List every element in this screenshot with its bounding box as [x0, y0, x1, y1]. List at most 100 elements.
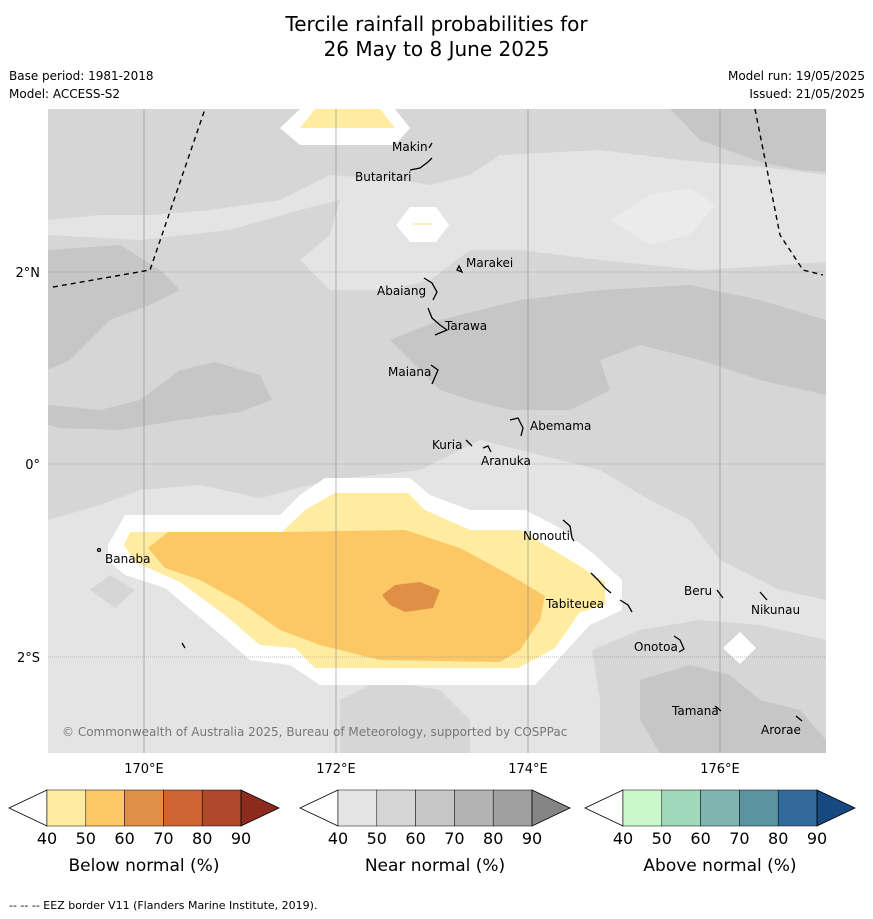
below-normal-40-region-north: [300, 109, 395, 128]
colorbar-2: 40 50 60 70 80 90 Above normal (%): [584, 789, 856, 876]
colorbar-tick-label: 50: [652, 829, 672, 848]
near-normal-60-region-top: [670, 109, 826, 172]
colorbar-segment: [124, 789, 164, 827]
island-label-nonouti: Nonouti: [523, 529, 570, 543]
island-label-banaba: Banaba: [105, 552, 151, 566]
colorbar-max-extension: [531, 789, 571, 827]
colorbar-tick-label: 40: [328, 829, 348, 848]
colorbar-tick-label: 90: [522, 829, 542, 848]
title-line-1: Tercile rainfall probabilities for: [285, 12, 588, 36]
colorbar-1: 40 50 60 70 80 90 Near normal (%): [299, 789, 571, 876]
colorbar-segment: [376, 789, 416, 827]
lon-tick-174: 174°E: [508, 762, 548, 777]
map-panel: Makin Butaritari Marakei Abaiang Tarawa …: [48, 109, 826, 753]
near-normal-60-region-se: [640, 665, 826, 753]
axis-tick-labels: 170°E 172°E 174°E 176°E 2°N 0° 2°S: [16, 266, 740, 777]
colorbar-segment: [777, 789, 818, 827]
model-run: Model run: 19/05/2025: [727, 69, 865, 83]
eez-border: [52, 109, 824, 288]
colorbar-legends: 40 50 60 70 80 90 Below normal (%) 40 50 60 70 80 90…: [8, 789, 856, 876]
island-label-abaiang: Abaiang: [377, 284, 426, 298]
colorbar-title: Above normal (%): [643, 856, 796, 876]
island-label-makin: Makin: [392, 140, 428, 154]
lat-tick-2s: 2°S: [17, 651, 40, 666]
island-label-butaritari: Butaritari: [355, 170, 412, 184]
colorbar-tick-label: 70: [153, 829, 173, 848]
colorbar-segment: [337, 789, 378, 827]
colorbar-segment: [700, 789, 740, 827]
meta-right: Model run: 19/05/2025 Issued: 21/05/2025: [728, 67, 865, 103]
colorbar-tick-label: 60: [114, 829, 134, 848]
colorbar-segment: [622, 789, 663, 827]
island-label-arorae: Arorae: [761, 723, 801, 737]
colorbar-segment: [739, 789, 779, 827]
colorbar-tick-label: 40: [37, 829, 57, 848]
colorbar-tick-label: 60: [405, 829, 425, 848]
island-labels: Makin Butaritari Marakei Abaiang Tarawa …: [105, 140, 801, 737]
colorbar-segment: [492, 789, 533, 827]
base-period: Base period: 1981-2018: [9, 69, 154, 83]
colorbar-segment: [454, 789, 494, 827]
island-label-tabiteuea: Tabiteuea: [545, 597, 604, 611]
near-normal-60-region-mid: [48, 362, 272, 430]
colorbar-min-extension: [584, 789, 624, 827]
issued-date: Issued: 21/05/2025: [749, 87, 865, 101]
near-normal-50-patch: [90, 575, 135, 608]
colorbar-max-extension: [240, 789, 280, 827]
climatology-zone-patch: [723, 632, 756, 664]
title-line-2: 26 May to 8 June 2025: [323, 37, 550, 61]
meta-left: Base period: 1981-2018 Model: ACCESS-S2: [9, 67, 154, 103]
near-normal-50-region: [48, 109, 826, 220]
island-label-tamana: Tamana: [671, 704, 719, 718]
colorbar-tick-label: 80: [483, 829, 503, 848]
island-label-maiana: Maiana: [388, 365, 431, 379]
island-label-nikunau: Nikunau: [751, 603, 800, 617]
colorbar-segment: [85, 789, 125, 827]
colorbar-segment: [163, 789, 203, 827]
near-normal-60-region-band: [390, 285, 826, 410]
colorbar-segment: [201, 789, 242, 827]
colorbar-segment: [661, 789, 701, 827]
colorbar-tick-label: 60: [690, 829, 710, 848]
island-label-abemama: Abemama: [530, 419, 591, 433]
map-title: Tercile rainfall probabilities for 26 Ma…: [0, 12, 873, 62]
island-label-onotoa: Onotoa: [634, 640, 678, 654]
island-label-marakei: Marakei: [466, 256, 513, 270]
colorbar-tick-label: 50: [76, 829, 96, 848]
colorbar-max-extension: [816, 789, 856, 827]
colorbar-min-extension: [8, 789, 48, 827]
colorbar-title: Below normal (%): [69, 856, 220, 876]
lon-tick-176: 176°E: [700, 762, 740, 777]
below-normal-50-region: [148, 530, 545, 662]
model-name: Model: ACCESS-S2: [9, 87, 121, 101]
colorbar-tick-label: 40: [613, 829, 633, 848]
eez-footnote: -- -- -- EEZ border V11 (Flanders Marine…: [9, 899, 318, 912]
colorbar-tick-label: 90: [231, 829, 251, 848]
near-normal-50-region-sw: [340, 680, 470, 753]
lon-tick-172: 172°E: [316, 762, 356, 777]
lon-tick-170: 170°E: [124, 762, 164, 777]
colorbar-tick-label: 80: [192, 829, 212, 848]
colorbar-tick-label: 70: [729, 829, 749, 848]
colorbar-tick-label: 70: [444, 829, 464, 848]
below-normal-60-region: [382, 582, 440, 612]
gridlines: [48, 109, 826, 753]
island-label-kuria: Kuria: [432, 438, 463, 452]
colorbar-min-extension: [299, 789, 339, 827]
island-outlines: [96, 142, 803, 722]
colorbar-tick-label: 90: [807, 829, 827, 848]
near-normal-60-region-left: [48, 245, 180, 370]
colorbar-0: 40 50 60 70 80 90 Below normal (%): [8, 789, 280, 876]
colorbar-tick-label: 50: [367, 829, 387, 848]
copyright-notice: © Commonwealth of Australia 2025, Bureau…: [62, 725, 567, 739]
colorbar-segment: [415, 789, 455, 827]
island-label-tarawa: Tarawa: [444, 319, 487, 333]
island-label-beru: Beru: [684, 584, 712, 598]
climatology-zone-east: [610, 188, 715, 245]
lat-tick-2n: 2°N: [16, 266, 41, 281]
colorbar-segment: [46, 789, 87, 827]
lat-tick-0: 0°: [25, 458, 40, 473]
colorbar-tick-label: 80: [768, 829, 788, 848]
island-label-aranuka: Aranuka: [481, 454, 531, 468]
